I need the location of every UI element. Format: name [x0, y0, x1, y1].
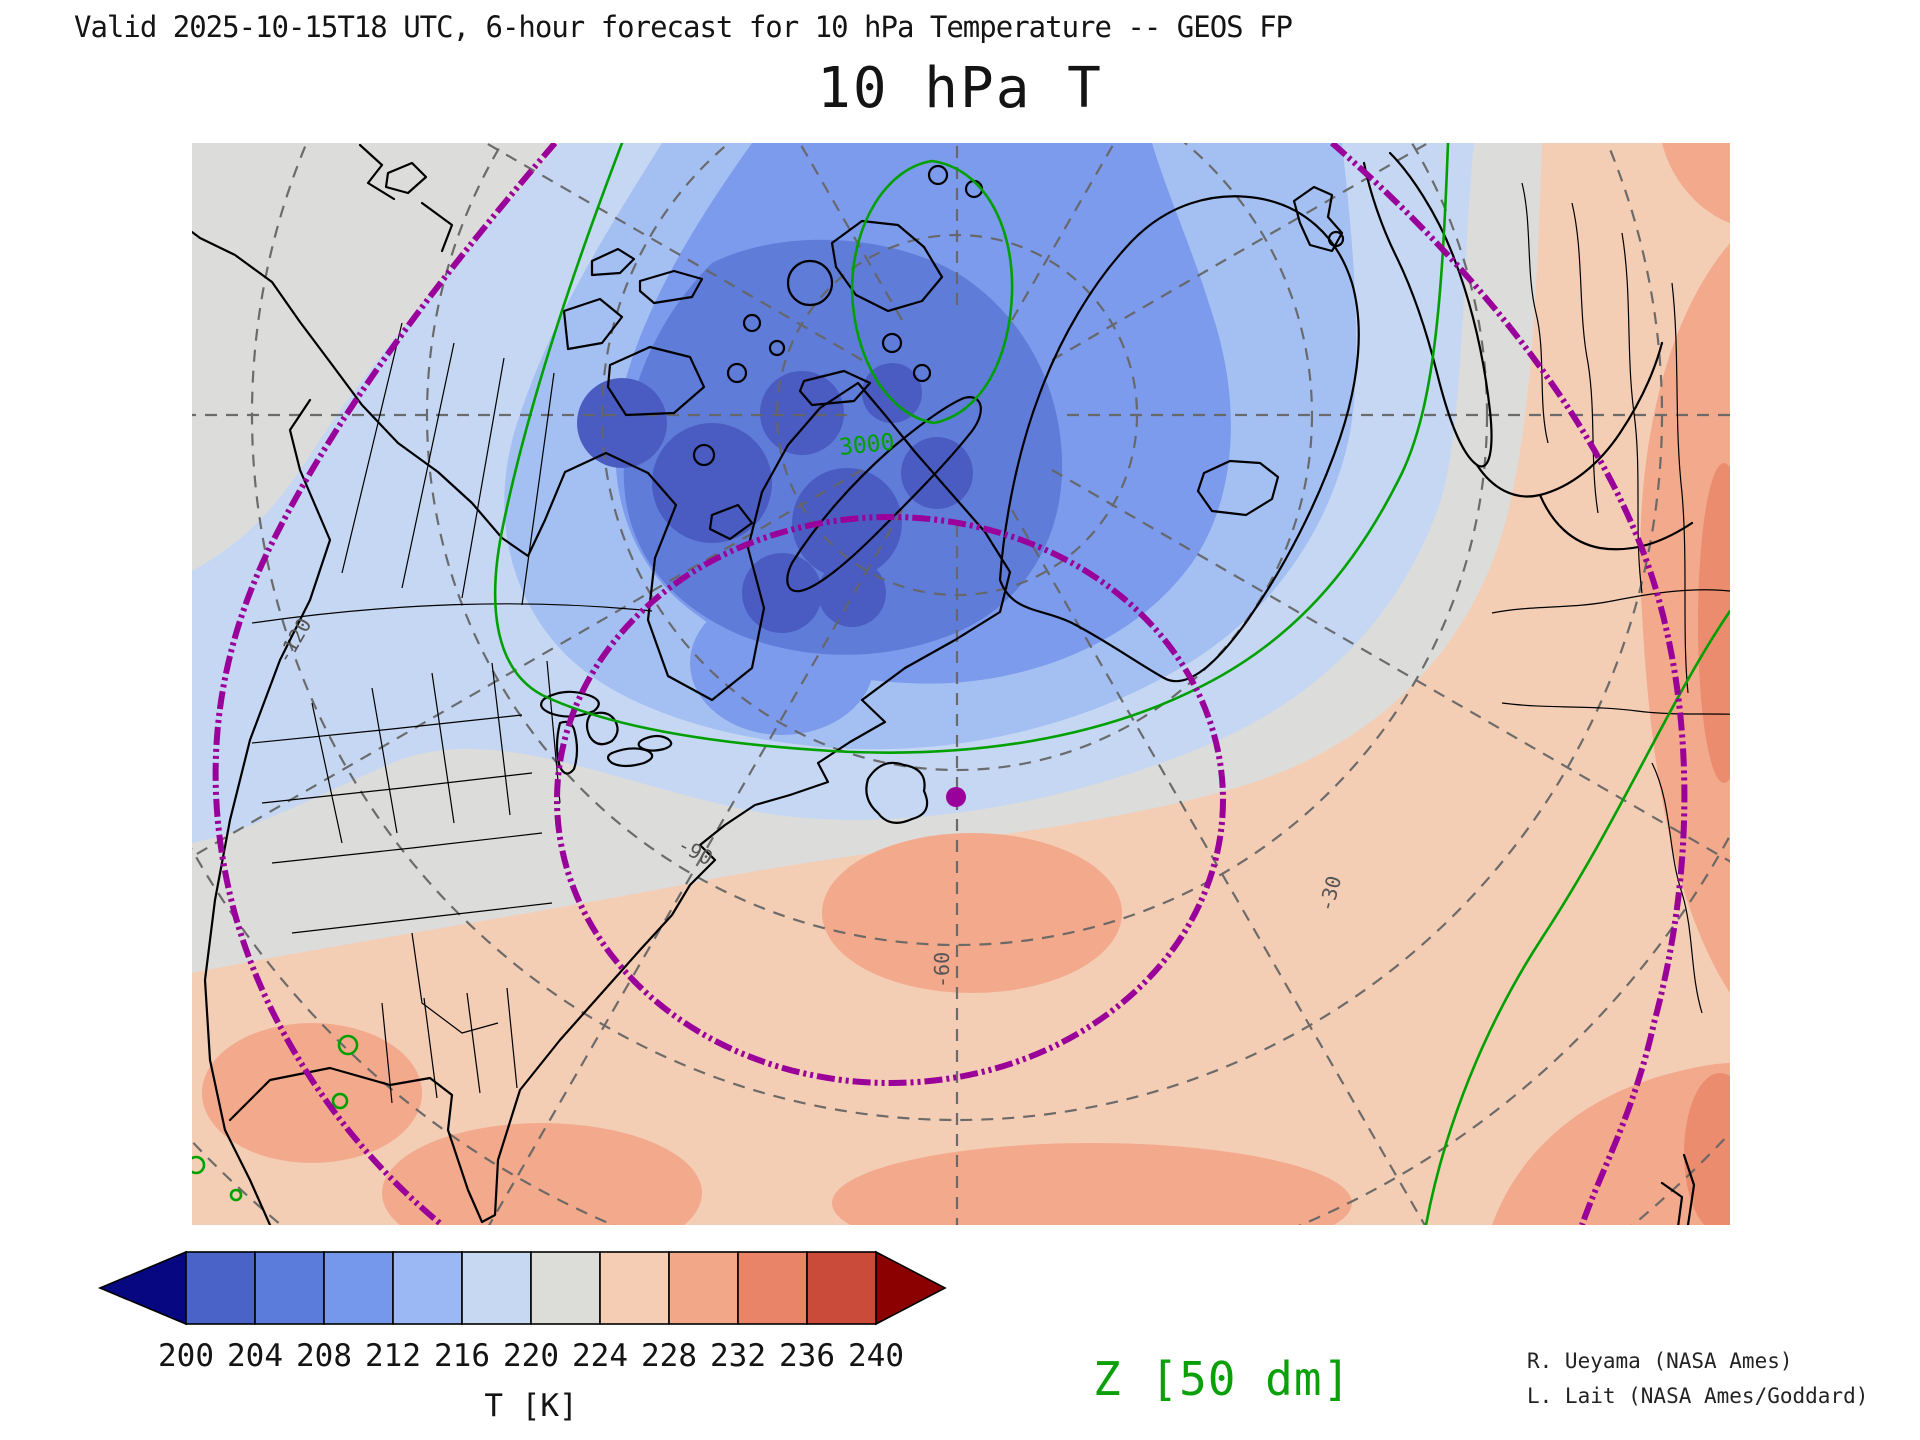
colorbar-tick-label: 240 [848, 1338, 904, 1374]
colorbar-tick-label: 220 [503, 1338, 559, 1374]
lon-label-m60: -60 [930, 952, 954, 988]
validity-header: Valid 2025-10-15T18 UTC, 6-hour forecast… [74, 10, 1293, 44]
colorbar-segment [530, 1251, 601, 1325]
graticule-layer [192, 143, 1730, 1225]
colorbar-tick-label: 212 [365, 1338, 421, 1374]
map-canvas: 3000 -60 -30 -90 -120 [192, 143, 1730, 1225]
terminator-layer [212, 143, 1688, 1225]
colorbar-tick-label: 224 [572, 1338, 628, 1374]
colorbar-segment [323, 1251, 394, 1325]
credit-line-2: L. Lait (NASA Ames/Goddard) [1527, 1384, 1869, 1408]
credit-line-1: R. Ueyama (NASA Ames) [1527, 1349, 1793, 1373]
colorbar-segment [392, 1251, 463, 1325]
colorbar-tick-label: 216 [434, 1338, 490, 1374]
colorbar-right-arrow [875, 1250, 947, 1326]
colorbar-tick-label: 236 [779, 1338, 835, 1374]
credits-block: R. Ueyama (NASA Ames) L. Lait (NASA Ames… [1527, 1344, 1868, 1414]
colorbar-tick-label: 204 [227, 1338, 283, 1374]
colorbar-segment [599, 1251, 670, 1325]
colorbar-tick-label: 232 [710, 1338, 766, 1374]
colorbar-tick-label: 208 [296, 1338, 352, 1374]
colorbar-unit-label: T [K] [484, 1388, 578, 1424]
colorbar-segment [737, 1251, 808, 1325]
colorbar-segment [461, 1251, 532, 1325]
forecast-map: 3000 -60 -30 -90 -120 [192, 143, 1730, 1225]
colorbar-segment [806, 1251, 877, 1325]
z-contour-legend: Z [50 dm] [1093, 1352, 1352, 1406]
station-marker-dot [946, 787, 966, 807]
colorbar-tick-label: 200 [158, 1338, 214, 1374]
coastline-layer [192, 143, 1696, 1225]
colorbar-segment [185, 1251, 256, 1325]
border-layer [251, 182, 1730, 1104]
colorbar-segment [668, 1251, 739, 1325]
height-contour-layer [192, 143, 1730, 1225]
colorbar-canvas: 200 204 208 212 216 220 224 228 232 236 240 [97, 1250, 947, 1374]
colorbar-left-arrow [97, 1250, 187, 1326]
colorbar-tick-label: 228 [641, 1338, 697, 1374]
colorbar: 200 204 208 212 216 220 224 228 232 236 240 [93, 1248, 963, 1398]
colorbar-segment [254, 1251, 325, 1325]
page-title: 10 hPa T [817, 56, 1103, 121]
height-contour-label: 3000 [838, 429, 896, 461]
